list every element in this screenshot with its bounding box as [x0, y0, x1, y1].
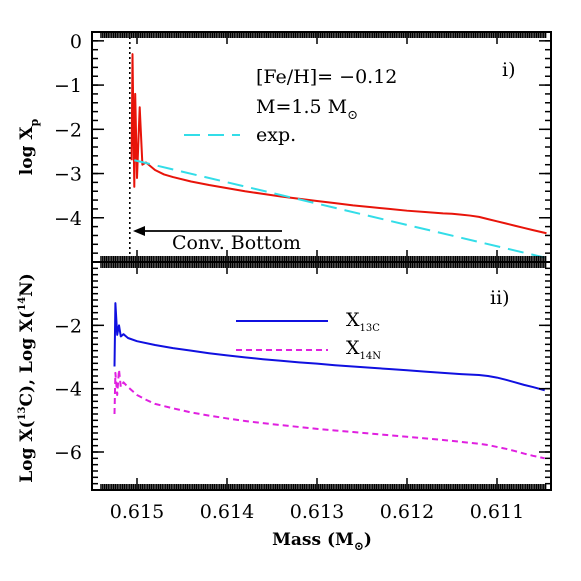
legend-c13-sub: 13C [360, 323, 381, 334]
legend-n14-sub: 14N [360, 351, 382, 362]
xtick-label: 0.614 [200, 501, 254, 523]
top-ylabel-text: log X [17, 126, 37, 176]
top-ytick-label: −3 [54, 164, 82, 186]
legend-c13-name: X [346, 309, 360, 331]
panel-bottom: −2−4−60.615 0.614 0.613 0.612 0.611 ii) X13C… [17, 261, 552, 553]
top-ytick-label: −4 [54, 208, 82, 230]
legend-exp-label: exp. [256, 124, 296, 146]
top-curves [130, 53, 547, 259]
legend-n14-name: X [346, 337, 360, 359]
xtick-label: 0.612 [380, 501, 434, 523]
bottom-plot-frame [91, 261, 552, 491]
top-ytick-label: −1 [54, 75, 82, 97]
bottom-series-0-line [113, 302, 545, 392]
bottom-ylabel-p5: N) [17, 273, 37, 297]
top-ytick-label: 0 [70, 31, 82, 53]
bottom-series-1-line [113, 368, 545, 460]
bottom-curves [113, 302, 545, 460]
bottom-ylabel-p3: C), Log X( [17, 311, 37, 407]
bottom-ylabel-p1: Log X( [17, 420, 37, 482]
xtick-label: 0.615 [110, 501, 164, 523]
bottom-ticks: −2 −4 −6 0.615 0.614 0.613 0.612 0.611 [54, 262, 551, 523]
bottom-ytick-label: −4 [54, 379, 82, 401]
xlabel-close: ) [364, 530, 372, 550]
top-ticks: 0 −1 −2 −3 −4 [54, 31, 551, 262]
conv-bottom-label: Conv. Bottom [172, 232, 301, 254]
mass-annotation: M=1.5 M⊙ [256, 96, 358, 123]
bottom-ylabel-c13-sup: 13 [17, 406, 28, 420]
panel-label-ii: ii) [490, 287, 510, 309]
bottom-ytick-label: −6 [54, 442, 82, 464]
mass-annotation-text: M=1.5 M [256, 96, 347, 118]
panel-label-i: i) [502, 59, 516, 81]
xtick-label: 0.613 [290, 501, 344, 523]
xlabel-text: Mass (M [272, 530, 354, 550]
bottom-ylabel: Log X(13C), Log X(14N) [17, 273, 37, 483]
panel-top: 0 −1 −2 −3 −4 i) [Fe/H]= −0.12 M=1.5 M⊙ exp.… [17, 31, 552, 263]
legend-c13-label: X13C [346, 309, 380, 334]
xlabel-sun: ⊙ [354, 539, 364, 553]
legend-n14-label: X14N [346, 337, 381, 362]
top-series-1-line [134, 159, 545, 259]
top-ylabel: log Xp [17, 118, 41, 175]
top-ylabel-sub: p [28, 118, 41, 126]
bottom-ytick-label: −2 [54, 315, 82, 337]
xtick-label: 0.611 [470, 501, 524, 523]
top-ytick-label: −2 [54, 119, 82, 141]
conv-bottom-arrowhead [133, 226, 145, 236]
top-series-0-line [130, 53, 547, 235]
metallicity-annotation: [Fe/H]= −0.12 [256, 66, 397, 88]
xlabel: Mass (M⊙) [272, 530, 372, 553]
sun-symbol: ⊙ [347, 108, 358, 123]
bottom-ylabel-n14-sup: 14 [17, 297, 28, 311]
